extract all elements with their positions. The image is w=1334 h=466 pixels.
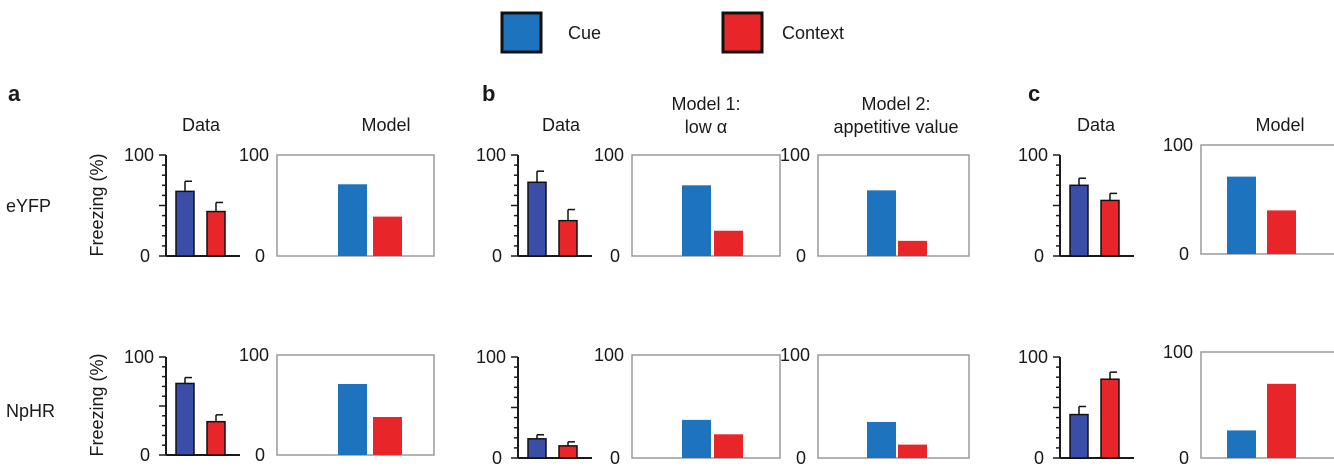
chart-a-nphr-8: 0 100 [239, 345, 435, 465]
chart-c-eyfp-6: 0 100 [1163, 135, 1334, 264]
column-title-c-data: Data [1077, 115, 1116, 135]
bar-context [898, 240, 927, 256]
legend-label-cue: Cue [568, 23, 601, 43]
tick-label-0: 0 [1179, 448, 1189, 466]
chart-b-nphr-9: 0 100 [476, 347, 592, 466]
tick-label-100: 100 [780, 145, 810, 165]
panel-letter-a: a [8, 81, 21, 106]
legend-swatch-context [721, 11, 764, 54]
tick-label-0: 0 [1034, 448, 1044, 466]
tick-label-100: 100 [476, 145, 506, 165]
tick-label-0: 0 [492, 448, 502, 466]
bar-cue [527, 438, 547, 459]
bar-cue [867, 421, 896, 458]
chart-c-nphr-13: 0 100 [1163, 342, 1334, 466]
bar-context [373, 417, 402, 455]
row-label-nphr: NpHR [6, 401, 55, 421]
legend: Cue Context [500, 11, 844, 54]
column-title-c-model: Model [1255, 115, 1304, 135]
column-title-b-model1-line2: low α [685, 117, 727, 137]
bar-cue [1069, 184, 1089, 257]
bar-cue [338, 184, 367, 256]
tick-label-100: 100 [124, 145, 154, 165]
chart-b-nphr-10: 0 100 [594, 345, 781, 466]
legend-label-context: Context [782, 23, 844, 43]
bar-cue [338, 384, 367, 455]
bar-context [714, 230, 743, 256]
row-label-eyfp: eYFP [6, 196, 51, 216]
chart-a-eyfp-1: 0 100 [239, 145, 435, 266]
tick-label-0: 0 [796, 448, 806, 466]
column-title-b-data: Data [542, 115, 581, 135]
chart-b-eyfp-4: 0 100 [780, 145, 970, 266]
tick-label-100: 100 [239, 345, 269, 365]
column-title-b-model2-line2: appetitive value [833, 117, 958, 137]
chart-a-eyfp-0: 0 100 [124, 145, 240, 266]
tick-label-0: 0 [255, 246, 265, 266]
bar-context [1267, 210, 1296, 254]
tick-label-100: 100 [1163, 342, 1193, 362]
bar-context [898, 444, 927, 458]
y-axis-label-eyfp: Freezing (%) [87, 153, 107, 256]
bar-cue [1227, 176, 1256, 254]
tick-label-100: 100 [124, 347, 154, 367]
chart-a-nphr-7: 0 100 [124, 347, 240, 465]
bar-context [558, 445, 578, 459]
bar-context [1100, 199, 1120, 257]
tick-label-100: 100 [594, 145, 624, 165]
bar-context [1267, 383, 1296, 458]
tick-label-100: 100 [1018, 145, 1048, 165]
tick-label-100: 100 [1163, 135, 1193, 155]
y-axis-label-nphr: Freezing (%) [87, 353, 107, 456]
bar-context [1100, 378, 1120, 459]
bar-cue [682, 419, 711, 458]
bar-cue [175, 190, 195, 257]
column-title-b-model1-line1: Model 1: [671, 94, 740, 114]
tick-label-0: 0 [1034, 246, 1044, 266]
tick-label-0: 0 [610, 246, 620, 266]
chart-b-eyfp-3: 0 100 [594, 145, 781, 266]
bar-context [373, 216, 402, 256]
bar-cue [527, 181, 547, 257]
charts: 0 100 0 100 0 100 0 100 0 100 0 100 0 100 0 100 0 100 0 100… [124, 135, 1334, 466]
bar-context [206, 210, 226, 257]
tick-label-0: 0 [140, 445, 150, 465]
bar-context [206, 420, 226, 456]
tick-label-0: 0 [796, 246, 806, 266]
bar-cue [1227, 430, 1256, 458]
bar-cue [1069, 413, 1089, 459]
tick-label-0: 0 [492, 246, 502, 266]
chart-b-eyfp-2: 0 100 [476, 145, 592, 266]
tick-label-0: 0 [1179, 244, 1189, 264]
tick-label-0: 0 [140, 246, 150, 266]
column-title-a-model: Model [361, 115, 410, 135]
chart-b-nphr-11: 0 100 [780, 345, 970, 466]
tick-label-100: 100 [239, 145, 269, 165]
bar-cue [175, 382, 195, 456]
tick-label-100: 100 [780, 345, 810, 365]
panel-letter-c: c [1028, 81, 1040, 106]
column-title-b-model2-line1: Model 2: [861, 94, 930, 114]
tick-label-100: 100 [594, 345, 624, 365]
tick-label-100: 100 [476, 347, 506, 367]
bar-context [714, 434, 743, 458]
bar-cue [682, 185, 711, 256]
tick-label-0: 0 [610, 448, 620, 466]
tick-label-100: 100 [1018, 347, 1048, 367]
tick-label-0: 0 [255, 445, 265, 465]
panel-letter-b: b [482, 81, 495, 106]
legend-swatch-cue [500, 11, 543, 54]
chart-c-nphr-12: 0 100 [1018, 347, 1134, 466]
bar-cue [867, 190, 896, 256]
column-title-a-data: Data [182, 115, 221, 135]
chart-c-eyfp-5: 0 100 [1018, 145, 1134, 266]
bar-context [558, 219, 578, 257]
